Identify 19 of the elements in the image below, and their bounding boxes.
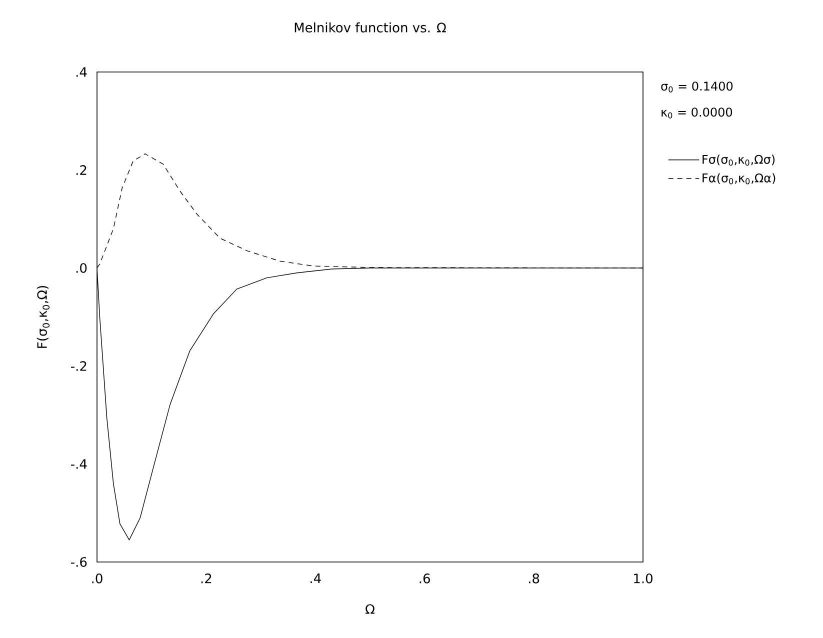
x-tick-label: .2 [201, 574, 212, 584]
x-tick-label: .6 [420, 574, 430, 584]
y-tick-label: .0 [76, 263, 87, 273]
y-tick-label: -.6 [71, 557, 87, 567]
y-tick-label: -.2 [71, 361, 86, 371]
legend-label: Fα(σ$_{0}$,κ$_{0}$,Ωα) [702, 173, 776, 184]
x-tick-label: 1.0 [634, 574, 652, 584]
x-axis-title: Ω [366, 604, 374, 614]
y-tick-label: .2 [76, 165, 86, 175]
legend-label: Fσ(σ$_{0}$,κ$_{0}$,Ωσ) [702, 154, 775, 166]
y-tick-label: -.4 [71, 459, 87, 469]
text: σ$_{0}$ = 0.1400 [661, 82, 733, 92]
x-tick-label: .4 [310, 574, 321, 583]
y-axis-title: F(σ$_{0}$,κ$_{0}$,Ω) [36, 286, 50, 348]
text: κ$_{0}$ = 0.0000 [662, 108, 732, 118]
x-tick-label: .8 [528, 574, 540, 584]
chart-title: Melnikov function vs. Ω [294, 22, 446, 32]
x-tick-label: .0 [92, 574, 102, 584]
y-tick-label: .4 [76, 67, 87, 77]
